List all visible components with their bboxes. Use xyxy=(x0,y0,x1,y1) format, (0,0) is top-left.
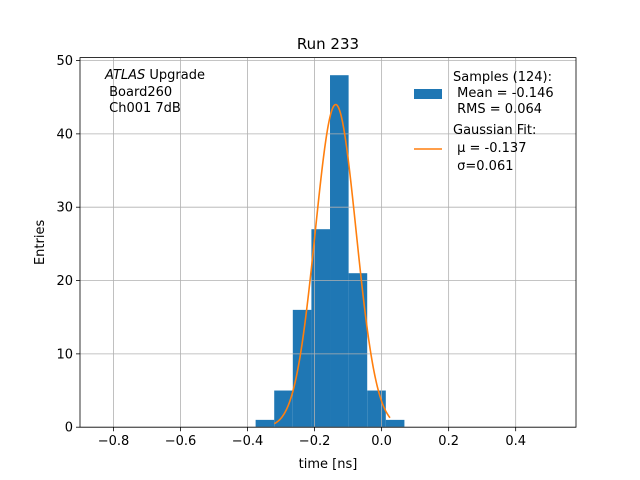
y-tick-label: 30 xyxy=(56,201,73,216)
x-tick-label: −0.4 xyxy=(232,434,264,449)
x-axis-ticks: −0.8 −0.6 −0.4 −0.2 0.0 0.2 0.4 xyxy=(98,427,526,449)
annotation-upgrade: Upgrade xyxy=(145,68,205,83)
annotation-line-3: Ch001 7dB xyxy=(105,101,181,116)
histogram-bar xyxy=(367,390,386,428)
y-tick-label: 10 xyxy=(56,347,73,362)
y-tick-label: 40 xyxy=(56,127,73,142)
histogram-bar xyxy=(330,75,349,428)
plot-frame xyxy=(79,57,577,428)
histogram-bar xyxy=(292,309,312,428)
histogram-bar xyxy=(274,390,293,428)
y-axis-ticks: 0 10 20 30 40 50 xyxy=(56,54,80,436)
y-axis-label: Entries xyxy=(33,220,48,266)
histogram-bar xyxy=(385,419,405,428)
legend-fit-line-3: σ=0.061 xyxy=(453,159,513,174)
x-tick-label: 0.4 xyxy=(505,434,526,449)
legend-histogram-patch xyxy=(414,89,442,99)
x-tick-label: −0.6 xyxy=(165,434,197,449)
chart-title: Run 233 xyxy=(297,35,359,53)
legend-fit-line-1: Gaussian Fit: xyxy=(453,123,536,138)
histogram-bars xyxy=(255,75,405,428)
histogram-bar xyxy=(311,229,331,428)
annotation-line-1: ATLAS Upgrade xyxy=(104,68,205,83)
x-tick-label: 0.0 xyxy=(371,434,392,449)
histogram-bar xyxy=(348,273,368,428)
atlas-annotation: ATLAS Upgrade Board260 Ch001 7dB xyxy=(104,68,205,116)
y-tick-label: 20 xyxy=(56,274,73,289)
y-tick-label: 50 xyxy=(56,54,73,69)
legend-histogram-line-1: Samples (124): xyxy=(453,70,552,85)
annotation-atlas: ATLAS xyxy=(104,68,145,83)
legend: Samples (124): Mean = -0.146 RMS = 0.064… xyxy=(414,70,554,174)
x-axis-label: time [ns] xyxy=(299,457,358,472)
x-tick-label: −0.2 xyxy=(299,434,331,449)
legend-fit-line-2: μ = -0.137 xyxy=(453,141,526,156)
gaussian-fit-curve xyxy=(273,103,391,425)
annotation-line-2: Board260 xyxy=(105,85,172,100)
x-tick-label: 0.2 xyxy=(438,434,459,449)
y-tick-label: 0 xyxy=(65,421,73,436)
legend-histogram-line-3: RMS = 0.064 xyxy=(453,102,542,117)
histogram-bar xyxy=(255,419,275,428)
legend-histogram-line-2: Mean = -0.146 xyxy=(453,86,554,101)
x-tick-label: −0.8 xyxy=(98,434,130,449)
